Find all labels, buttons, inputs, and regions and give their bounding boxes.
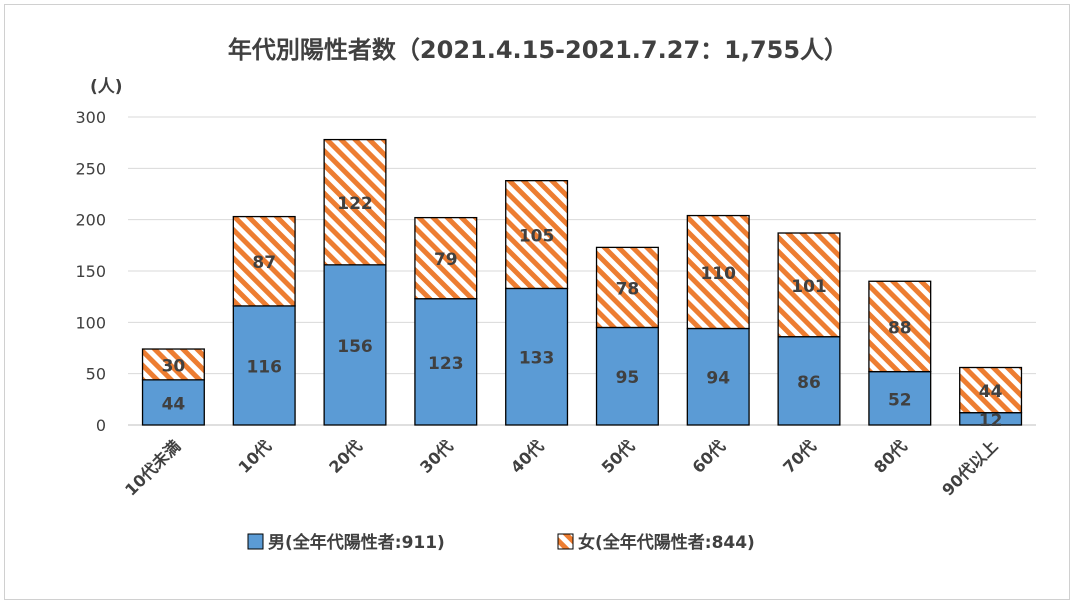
data-label: 52 xyxy=(888,390,912,410)
legend-swatch xyxy=(247,533,264,550)
x-tick-label: 20代 xyxy=(325,436,366,477)
bar-segment xyxy=(868,370,932,426)
x-tick-label: 80代 xyxy=(870,436,911,477)
bar-segment xyxy=(777,336,841,426)
data-label: 110 xyxy=(700,264,736,284)
bar-segment xyxy=(686,327,750,426)
x-tick-label: 90代以上 xyxy=(938,436,1001,499)
y-axis-unit-label: (人) xyxy=(90,77,123,97)
x-tick-label: 40代 xyxy=(507,436,548,477)
legend-label: 女(全年代陽性者:844) xyxy=(578,532,755,553)
legend-label: 男(全年代陽性者:911) xyxy=(268,532,445,553)
bar-segment xyxy=(595,326,659,426)
data-labels: 44 30 116 87 156 122 123 79 133 105 95 78 94 110 86 101… xyxy=(162,194,1003,431)
x-tick-label: 30代 xyxy=(416,436,457,477)
data-label: 105 xyxy=(519,227,555,247)
bar-segment xyxy=(323,264,387,426)
bar-segment xyxy=(777,232,841,338)
bar-segment xyxy=(232,215,296,307)
bar-segment xyxy=(141,348,205,381)
bar-segment xyxy=(505,180,569,290)
data-label: 87 xyxy=(252,253,276,273)
y-axis-ticks: 0 50 100 150 200 250 300 xyxy=(75,108,106,435)
bar-segment xyxy=(595,246,659,329)
data-label: 88 xyxy=(888,318,912,338)
data-label: 94 xyxy=(706,369,730,389)
bar-segment xyxy=(141,379,205,426)
data-label: 116 xyxy=(246,357,282,377)
y-tick-label: 100 xyxy=(75,313,106,332)
legend: 男(全年代陽性者:911) 女(全年代陽性者:844) xyxy=(247,532,755,553)
bar-segment xyxy=(323,138,387,266)
bar-segment xyxy=(686,214,750,330)
data-label: 123 xyxy=(428,354,464,374)
y-tick-label: 0 xyxy=(96,416,106,435)
bar-segment xyxy=(232,305,296,426)
data-label: 86 xyxy=(797,373,821,393)
data-label: 101 xyxy=(791,277,827,297)
data-label: 30 xyxy=(162,356,186,376)
bar-segment xyxy=(959,366,1023,414)
y-tick-label: 150 xyxy=(75,262,106,281)
bars xyxy=(141,138,1023,426)
data-label: 78 xyxy=(616,279,640,299)
bar-segment xyxy=(868,280,932,373)
data-label: 44 xyxy=(162,394,186,414)
chart-title: 年代別陽性者数（2021.4.15-2021.7.27：1,755人） xyxy=(228,36,848,64)
x-tick-label: 60代 xyxy=(689,436,730,477)
data-label: 122 xyxy=(337,194,373,214)
x-tick-label: 10代未満 xyxy=(121,436,184,499)
data-label: 133 xyxy=(519,349,555,369)
y-tick-label: 200 xyxy=(75,211,106,230)
legend-swatch xyxy=(557,533,574,550)
y-tick-label: 250 xyxy=(75,159,106,178)
bar-segment xyxy=(414,298,478,426)
x-tick-label: 10代 xyxy=(235,436,276,477)
data-label: 156 xyxy=(337,337,373,357)
data-label: 44 xyxy=(979,382,1003,402)
y-tick-label: 50 xyxy=(86,365,106,384)
data-label: 12 xyxy=(979,411,1003,431)
x-tick-label: 70代 xyxy=(779,436,820,477)
bar-segment xyxy=(414,216,478,300)
data-label: 79 xyxy=(434,250,458,270)
x-axis-ticks: 10代未満 10代 20代 30代 40代 50代 60代 70代 80代 90代以上 xyxy=(121,436,1001,499)
x-tick-label: 50代 xyxy=(598,436,639,477)
data-label: 95 xyxy=(616,368,640,388)
y-tick-label: 300 xyxy=(75,108,106,127)
bar-segment xyxy=(505,287,569,426)
